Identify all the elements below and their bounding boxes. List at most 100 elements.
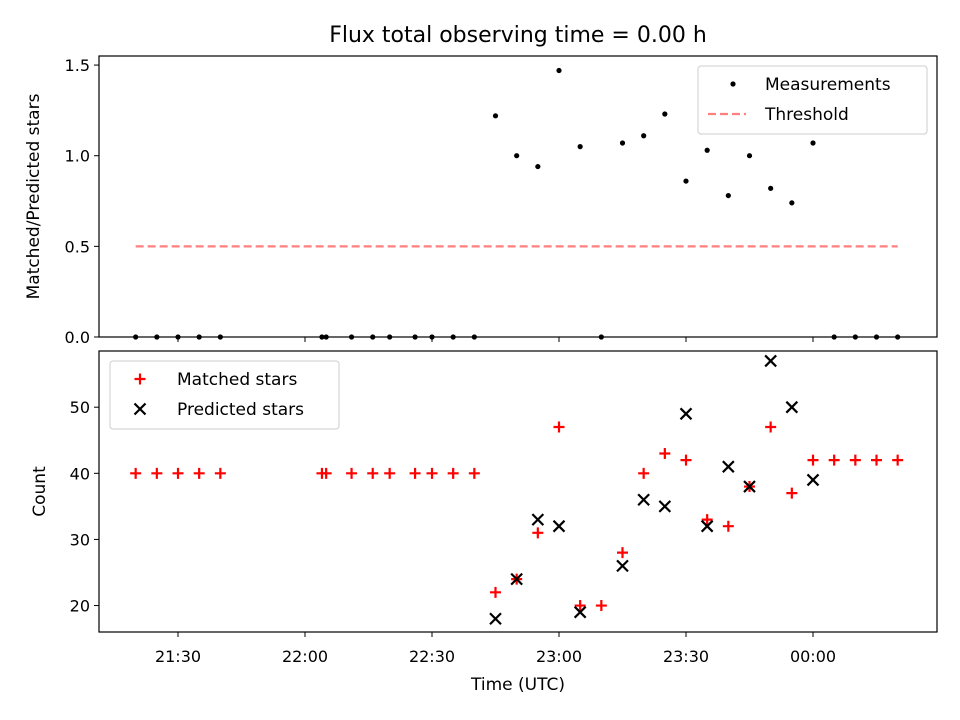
data-point	[412, 334, 418, 340]
legend: Matched stars Predicted stars	[109, 360, 340, 430]
data-point	[468, 467, 480, 479]
data-point	[892, 454, 904, 466]
data-point	[765, 421, 777, 433]
data-point	[532, 527, 544, 539]
legend-swatch	[133, 402, 147, 416]
data-point	[217, 334, 223, 340]
series-predicted-stars	[489, 354, 820, 626]
data-point	[828, 454, 840, 466]
data-point	[172, 467, 184, 479]
data-point	[531, 513, 545, 526]
data-point	[789, 200, 795, 206]
data-point	[743, 480, 756, 493]
data-point	[573, 605, 587, 619]
data-point	[320, 467, 332, 479]
x-tick-label: 23:30	[663, 647, 709, 666]
data-point	[806, 473, 820, 487]
x-tick-label: 00:00	[790, 647, 836, 666]
x-tick-label: 22:30	[409, 647, 455, 666]
y-tick-label: 50	[70, 398, 90, 417]
data-point	[849, 454, 861, 466]
data-point	[514, 153, 520, 159]
data-point	[384, 467, 396, 479]
top-panel: 0.0 0.5 1.0 1.5 Matched/Predicted stars Measu…	[24, 55, 938, 347]
data-point	[722, 460, 735, 473]
data-point	[638, 467, 650, 479]
legend-label: Measurements	[765, 75, 891, 95]
data-point	[535, 163, 541, 170]
data-point	[367, 467, 379, 479]
data-point	[722, 520, 734, 532]
legend-label: Predicted stars	[177, 400, 304, 420]
data-point	[319, 334, 325, 340]
y-axis-label: Matched/Predicted stars	[24, 93, 44, 299]
axes-frame	[98, 350, 938, 633]
y-tick-label: 0.0	[65, 328, 90, 347]
data-point	[617, 547, 628, 559]
data-point	[492, 113, 499, 119]
x-tick-label: 22:00	[282, 647, 328, 666]
data-point	[725, 192, 731, 199]
data-point	[700, 519, 714, 533]
data-point	[214, 467, 226, 479]
data-point	[871, 454, 882, 466]
series-matched-stars	[130, 421, 904, 612]
bottom-panel: 20 30 40 50 21:30 22:00 22:30 23:00 23:30 00:00 Co…	[30, 350, 938, 666]
data-point	[574, 600, 586, 612]
y-tick-label: 1.0	[65, 147, 90, 166]
data-point	[133, 334, 139, 340]
data-point	[552, 519, 566, 533]
data-point	[701, 514, 713, 526]
data-point	[387, 334, 393, 340]
data-point	[426, 467, 438, 479]
legend-label: Matched stars	[177, 370, 297, 390]
data-point	[637, 493, 650, 507]
data-point	[154, 334, 160, 340]
data-point	[348, 334, 355, 340]
data-point	[807, 454, 819, 466]
data-point	[489, 612, 502, 626]
data-point	[510, 572, 523, 586]
axes-frame	[98, 55, 938, 338]
data-point	[429, 334, 435, 340]
data-point	[130, 467, 142, 479]
legend-box	[697, 65, 928, 135]
data-point	[659, 447, 671, 459]
data-point	[746, 153, 753, 159]
data-point	[193, 467, 205, 479]
data-point	[680, 454, 692, 466]
data-point	[151, 467, 163, 479]
data-point	[810, 140, 816, 146]
data-point	[768, 185, 774, 191]
data-point	[895, 334, 901, 340]
data-point	[346, 467, 358, 479]
data-point	[764, 354, 777, 368]
data-point	[556, 67, 562, 74]
data-point	[447, 467, 459, 479]
data-point	[831, 334, 837, 340]
data-point	[323, 334, 329, 340]
y-tick-label: 20	[70, 597, 90, 616]
legend-label: Threshold	[764, 105, 849, 125]
data-point	[641, 133, 647, 139]
y-tick-label: 1.5	[65, 56, 90, 75]
data-point	[490, 586, 501, 598]
y-tick-label: 40	[70, 464, 90, 483]
data-point	[471, 334, 477, 340]
data-point	[595, 600, 607, 612]
legend-box	[109, 360, 340, 430]
data-point	[616, 559, 629, 573]
x-axis-label: Time (UTC)	[470, 675, 565, 695]
data-point	[553, 421, 565, 433]
data-point	[852, 334, 858, 340]
data-point	[786, 487, 798, 499]
data-point	[662, 111, 668, 117]
y-tick-label: 30	[70, 530, 90, 549]
data-point	[598, 334, 604, 340]
legend-swatch	[134, 373, 146, 385]
data-point	[619, 140, 626, 146]
legend-swatch	[730, 81, 736, 87]
data-point	[679, 407, 693, 421]
series-measurements	[133, 67, 901, 340]
